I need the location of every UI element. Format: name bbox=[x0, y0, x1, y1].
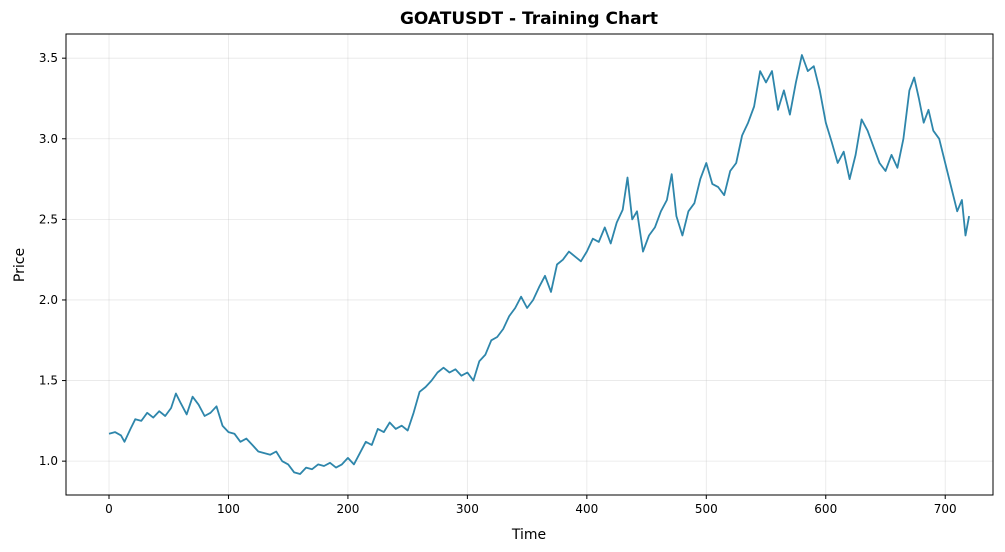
y-tick-label: 1.5 bbox=[39, 374, 58, 388]
y-tick-label: 2.5 bbox=[39, 212, 58, 226]
axis-ticks: 0 100 200 300 400 500 600 700 1.0 1.5 2.0 2.5 3.0 3.5 bbox=[39, 51, 957, 516]
x-tick-label: 200 bbox=[336, 502, 359, 516]
x-tick-label: 100 bbox=[217, 502, 240, 516]
x-tick-label: 700 bbox=[934, 502, 957, 516]
plot-frame bbox=[65, 33, 994, 496]
price-line bbox=[108, 54, 970, 475]
y-tick-label: 3.0 bbox=[39, 132, 58, 146]
x-tick-label: 400 bbox=[575, 502, 598, 516]
x-tick-label: 0 bbox=[105, 502, 113, 516]
y-tick-label: 1.0 bbox=[39, 454, 58, 468]
x-tick-label: 600 bbox=[814, 502, 837, 516]
y-axis-title: Price bbox=[12, 248, 28, 282]
x-axis-title: Time bbox=[511, 527, 546, 543]
grid bbox=[66, 34, 993, 495]
y-tick-label: 3.5 bbox=[39, 51, 58, 65]
y-tick-label: 2.0 bbox=[39, 293, 58, 307]
x-tick-label: 300 bbox=[456, 502, 479, 516]
chart-title: GOATUSDT - Training Chart bbox=[400, 9, 658, 29]
x-tick-label: 500 bbox=[695, 502, 718, 516]
